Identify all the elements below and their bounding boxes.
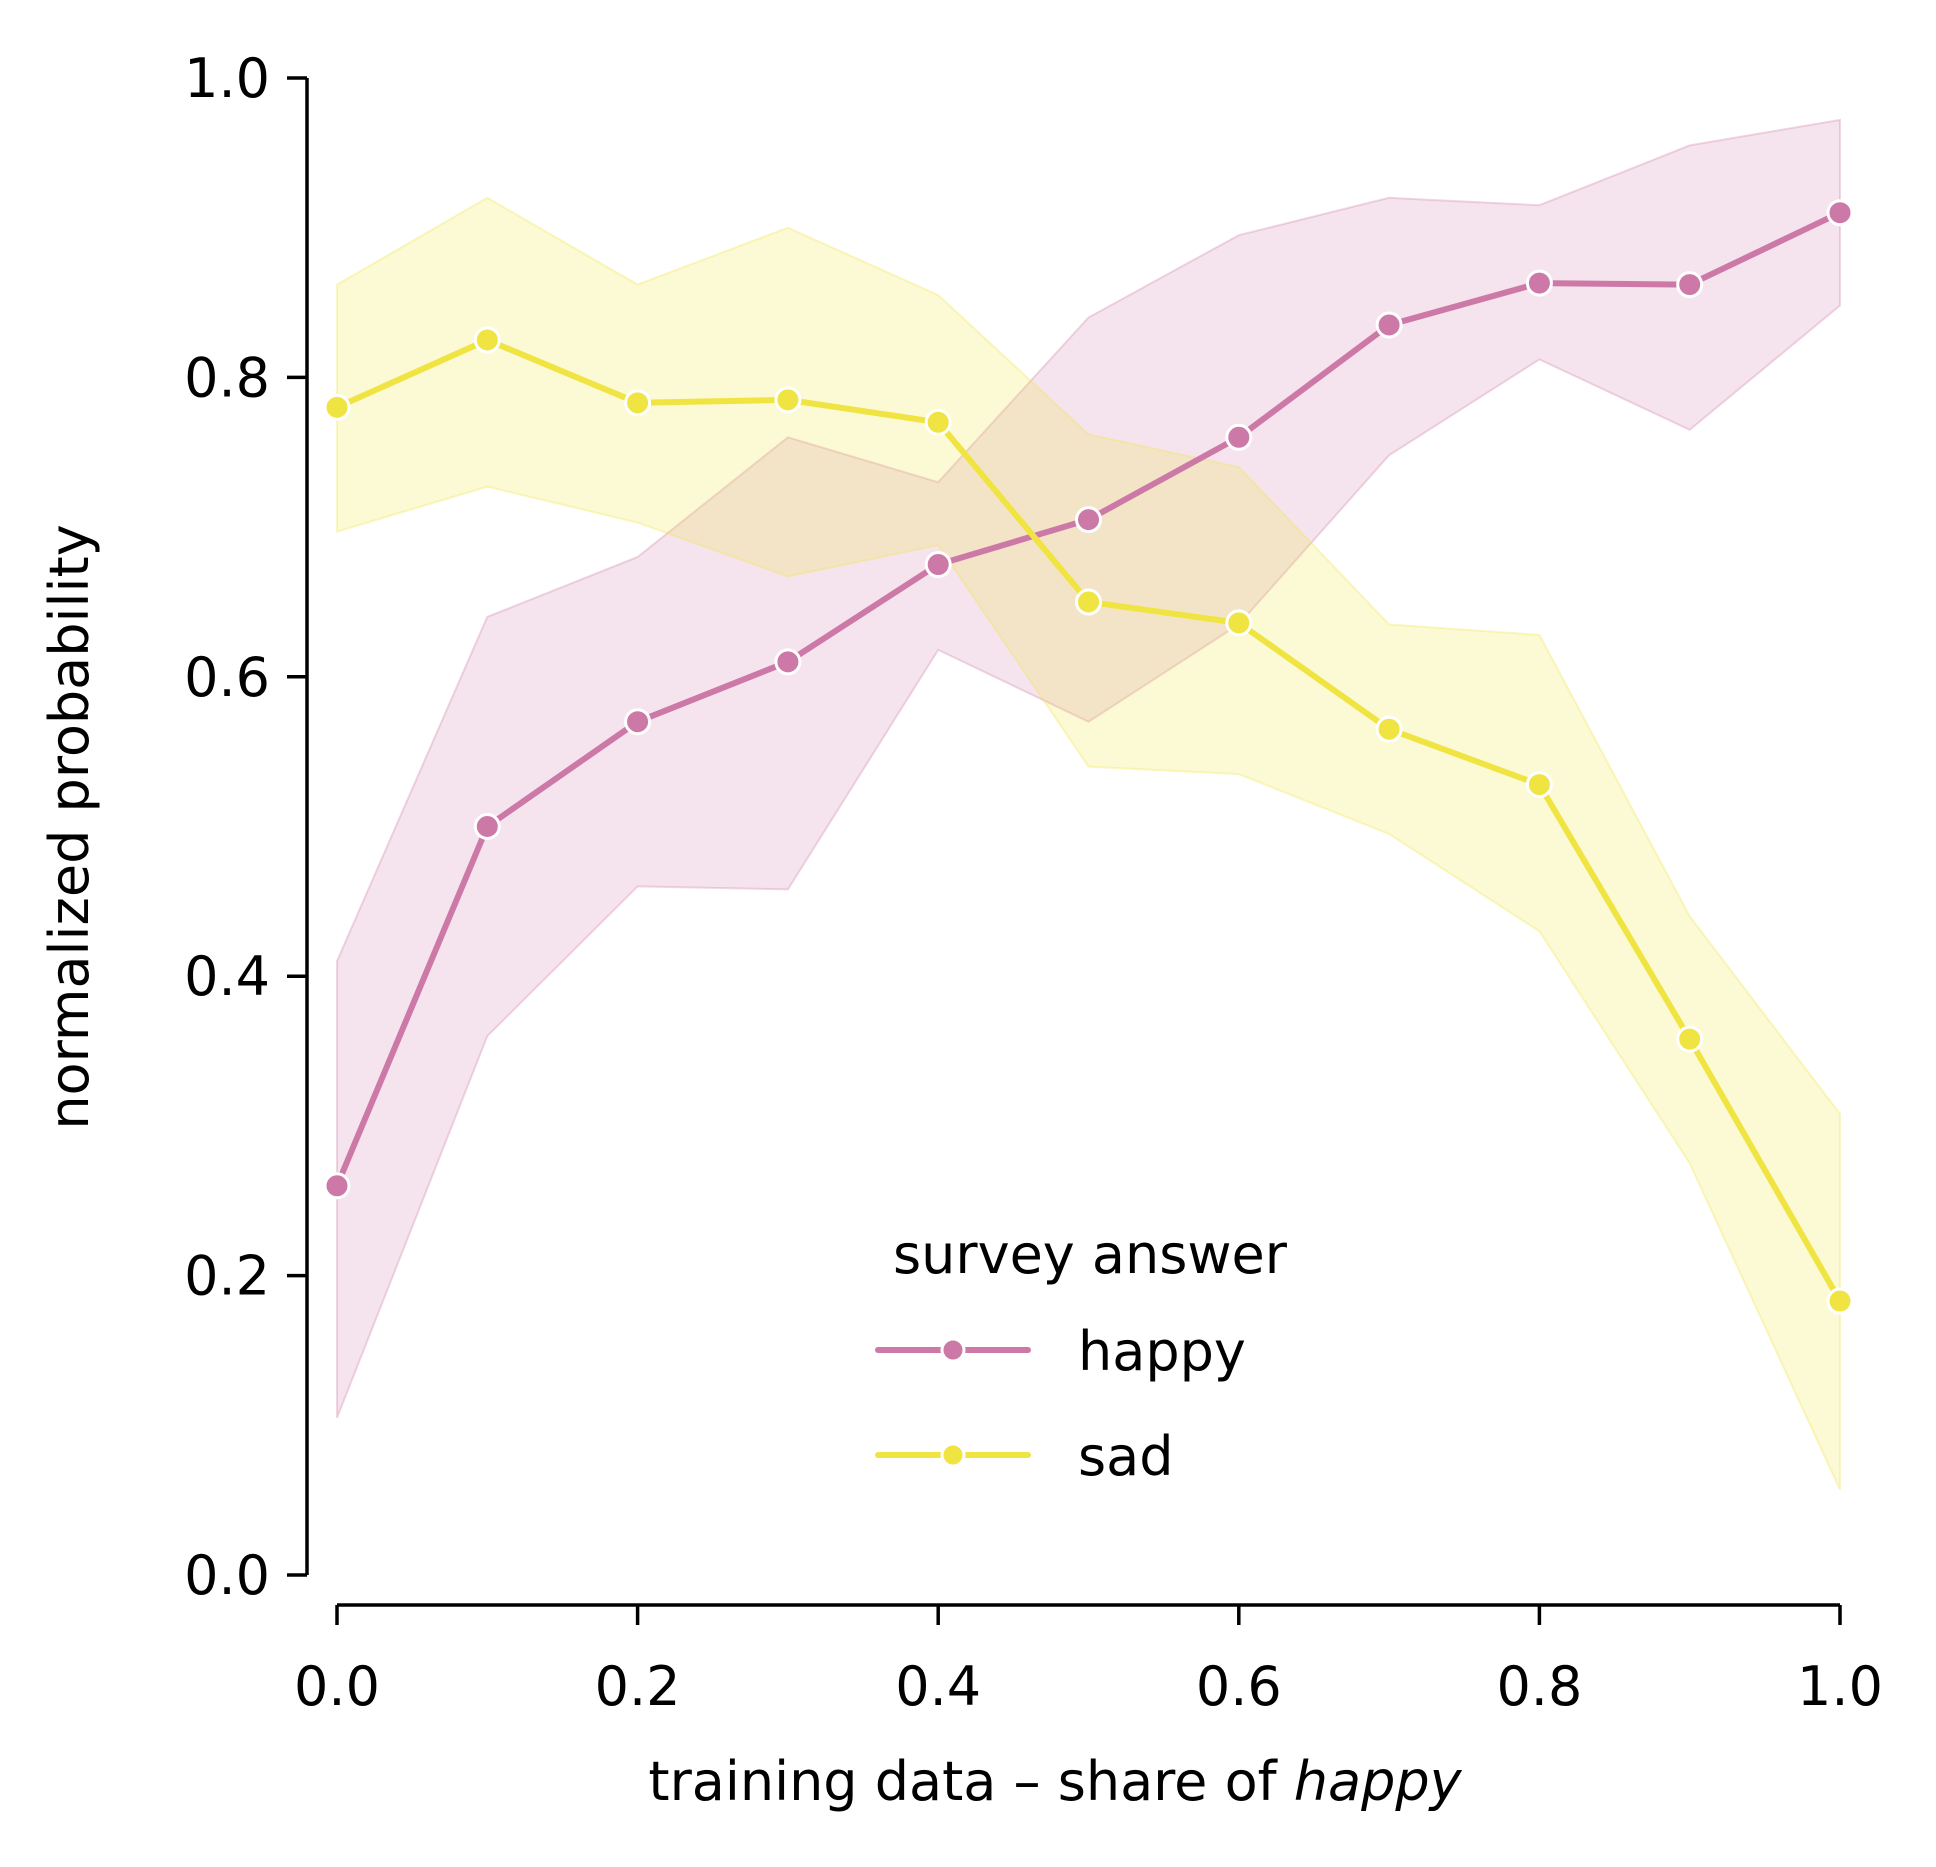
point-happy [1375, 311, 1403, 339]
point-sad [924, 408, 952, 436]
point-happy [1075, 506, 1102, 534]
y-tick-label: 0.0 [184, 1544, 270, 1607]
point-sad [1676, 1025, 1704, 1053]
point-sad [774, 386, 802, 414]
x-axis-label: training data – share of happy [648, 1750, 1462, 1813]
band-happy [336, 118, 1841, 1419]
point-sad [1826, 1287, 1854, 1315]
point-sad [323, 393, 351, 421]
x-tick-label: 0.2 [595, 1655, 681, 1718]
axes [305, 78, 1840, 1607]
y-tick-label: 0.8 [184, 346, 270, 409]
point-sad [1525, 771, 1553, 799]
point-happy [774, 648, 802, 676]
legend-label-happy: happy [1078, 1320, 1246, 1383]
x-tick-label: 1.0 [1797, 1655, 1883, 1718]
x-axis-label-italic: happy [1294, 1750, 1463, 1813]
point-happy [1676, 271, 1704, 299]
y-ticks: 0.0 0.2 0.4 0.6 0.8 1.0 [184, 47, 307, 1607]
point-happy [1225, 423, 1253, 451]
series-points [323, 199, 1854, 1315]
point-happy [624, 708, 652, 736]
point-sad [1075, 588, 1102, 616]
legend-title: survey answer [893, 1223, 1288, 1286]
point-sad [624, 389, 652, 417]
point-sad [473, 326, 501, 354]
point-sad [1225, 609, 1253, 637]
point-happy [924, 551, 952, 579]
point-happy [1826, 199, 1854, 227]
y-tick-label: 0.2 [184, 1245, 270, 1308]
x-tick-label: 0.8 [1496, 1655, 1582, 1718]
x-tick-label: 0.4 [895, 1655, 981, 1718]
point-happy [473, 813, 501, 840]
x-tick-label: 0.0 [294, 1655, 380, 1718]
y-tick-label: 0.6 [184, 646, 270, 709]
legend-entry-happy: happy [875, 1320, 1246, 1383]
y-tick-label: 0.4 [184, 945, 270, 1008]
y-tick-label: 1.0 [184, 47, 270, 110]
y-axis-label: normalized probability [38, 524, 101, 1129]
legend: survey answer happy sad [875, 1223, 1288, 1488]
x-axis-label-main: training data – share of [648, 1750, 1293, 1813]
legend-label-sad: sad [1078, 1425, 1174, 1488]
point-happy [1525, 269, 1553, 297]
legend-marker-happy [940, 1337, 966, 1363]
legend-entry-sad: sad [875, 1425, 1174, 1488]
band-sad [336, 196, 1841, 1491]
point-sad [1375, 715, 1403, 743]
legend-marker-sad [940, 1442, 966, 1468]
x-tick-label: 0.6 [1196, 1655, 1282, 1718]
x-ticks: 0.0 0.2 0.4 0.6 0.8 1.0 [294, 1605, 1883, 1718]
confidence-bands [336, 118, 1841, 1491]
point-happy [323, 1172, 351, 1200]
